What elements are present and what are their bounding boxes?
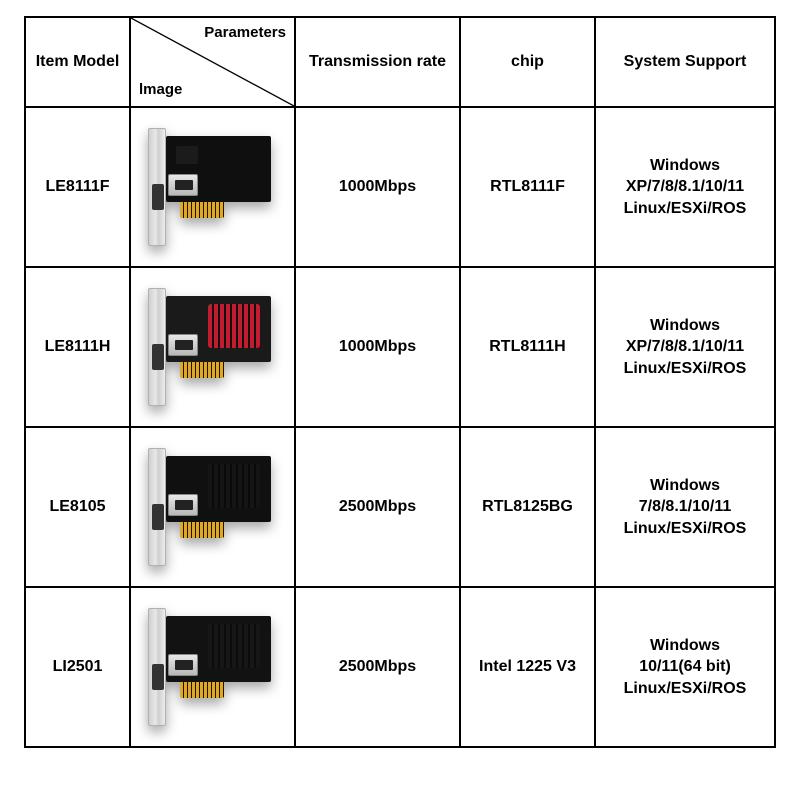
header-system-support: System Support [595,17,775,107]
system-support-line: Linux/ESXi/ROS [600,198,770,220]
network-card-icon [148,132,278,242]
cell-model: LE8111F [25,107,130,267]
cell-model: LE8111H [25,267,130,427]
cell-system-support: WindowsXP/7/8/8.1/10/11Linux/ESXi/ROS [595,107,775,267]
cell-image [130,427,295,587]
cell-system-support: Windows7/8/8.1/10/11Linux/ESXi/ROS [595,427,775,587]
system-support-line: Windows [600,475,770,497]
cell-system-support: WindowsXP/7/8/8.1/10/11Linux/ESXi/ROS [595,267,775,427]
cell-image [130,587,295,747]
network-card-icon [148,292,278,402]
cell-transmission-rate: 1000Mbps [295,107,460,267]
table-row: LI2501 2500MbpsIntel 1225 V3Windows10/11(… [25,587,775,747]
table-row: LE8111F 1000MbpsRTL8111FWindowsXP/7/8/8.1… [25,107,775,267]
cell-model: LI2501 [25,587,130,747]
header-parameters-label: Parameters [204,24,286,41]
system-support-line: Linux/ESXi/ROS [600,518,770,540]
header-image-parameters: Parameters lmage [130,17,295,107]
system-support-line: Windows [600,315,770,337]
table-body: LE8111F1000MbpsRTL8111FWindowsXP/7/8/8.1… [25,107,775,747]
cell-transmission-rate: 2500Mbps [295,587,460,747]
cell-chip: RTL8111H [460,267,595,427]
cell-system-support: Windows10/11(64 bit)Linux/ESXi/ROS [595,587,775,747]
table-row: LE8105 2500MbpsRTL8125BGWindows7/8/8.1/10… [25,427,775,587]
system-support-line: Linux/ESXi/ROS [600,358,770,380]
system-support-line: Windows [600,155,770,177]
system-support-line: Linux/ESXi/ROS [600,678,770,700]
system-support-line: 10/11(64 bit) [600,656,770,678]
cell-chip: RTL8111F [460,107,595,267]
system-support-line: XP/7/8/8.1/10/11 [600,176,770,198]
system-support-line: XP/7/8/8.1/10/11 [600,336,770,358]
cell-chip: Intel 1225 V3 [460,587,595,747]
header-chip: chip [460,17,595,107]
table-header-row: Item Model Parameters lmage Transmission… [25,17,775,107]
cell-image [130,107,295,267]
system-support-line: Windows [600,635,770,657]
comparison-table: Item Model Parameters lmage Transmission… [24,16,776,748]
cell-transmission-rate: 2500Mbps [295,427,460,587]
cell-transmission-rate: 1000Mbps [295,267,460,427]
table-row: LE8111H 1000MbpsRTL8111HWindowsXP/7/8/8.1… [25,267,775,427]
cell-image [130,267,295,427]
cell-chip: RTL8125BG [460,427,595,587]
header-image-label: lmage [139,81,182,98]
system-support-line: 7/8/8.1/10/11 [600,496,770,518]
network-card-icon [148,452,278,562]
header-item-model: Item Model [25,17,130,107]
network-card-icon [148,612,278,722]
header-transmission-rate: Transmission rate [295,17,460,107]
cell-model: LE8105 [25,427,130,587]
comparison-table-container: Item Model Parameters lmage Transmission… [0,0,800,778]
